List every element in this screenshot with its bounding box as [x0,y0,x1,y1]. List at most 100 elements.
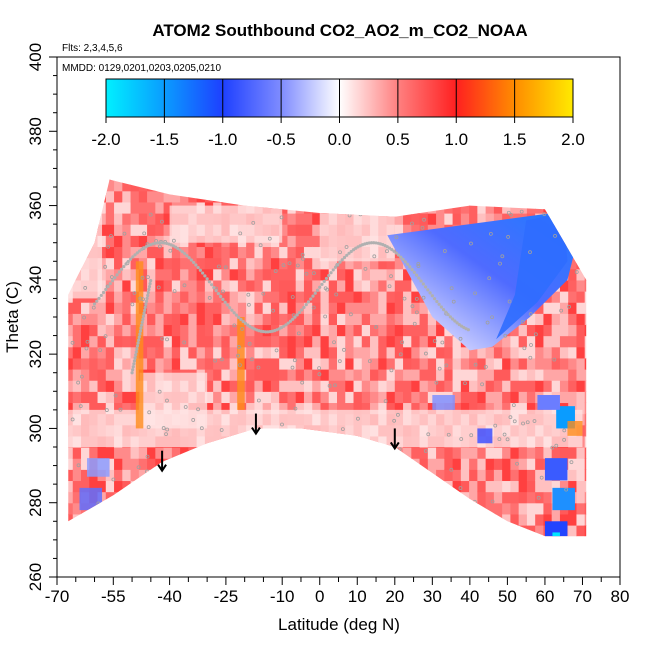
field-cell [196,246,206,259]
field-cell [477,513,487,526]
field-cell [171,268,181,281]
field-patch [552,532,560,537]
sample-point [130,302,135,307]
field-cell [394,369,404,381]
field-cell [576,346,586,359]
field-cell [353,279,363,292]
sample-point [124,262,128,266]
field-cell [254,279,264,292]
sample-point [178,248,182,252]
field-cell [221,447,231,459]
field-cell [81,190,90,203]
field-cell [122,179,132,192]
field-cell [188,525,198,537]
field-cell [370,257,379,270]
arrow-head [389,441,400,451]
sample-point [130,371,134,375]
field-cell [477,480,487,493]
field-cell [403,525,412,537]
field-cell [254,513,264,526]
sample-point [146,425,151,429]
field-cell [427,491,437,504]
field-cell [147,335,156,348]
field-cell [576,513,586,526]
field-cell [72,302,82,314]
field-cell [386,458,396,470]
field-cell [312,480,322,493]
field-cell [204,335,214,348]
field-cell [353,291,363,303]
field-cell [419,335,429,348]
field-cell [72,469,82,482]
field-cell [68,224,74,236]
field-cell [378,179,388,181]
field-cell [295,224,305,236]
field-cell [361,458,371,470]
field-cell [279,447,289,459]
field-cell [270,435,280,448]
sample-point [267,236,272,241]
field-cell [551,190,561,203]
field-cell [303,513,313,526]
field-cell [551,201,561,214]
field-cell [295,458,305,470]
field-cell [68,458,74,470]
sample-point [515,461,519,466]
field-cell [221,391,231,404]
field-cell [336,480,346,493]
field-cell [287,268,297,281]
field-cell [336,279,346,292]
field-cell [485,469,495,482]
x-axis-label: Latitude (deg N) [278,615,400,634]
field-cell [361,402,371,415]
field-cell [155,179,165,181]
field-cell [147,246,156,259]
field-cell [254,380,264,392]
field-cell [171,502,181,515]
field-cell [237,257,247,270]
sample-point [446,312,450,317]
field-cell [444,190,454,203]
field-cell [444,513,454,526]
field-cell [287,391,297,404]
sample-point [392,249,396,253]
field-cell [518,491,528,504]
field-cell [213,324,222,337]
field-cell [130,190,140,203]
field-cell [394,190,404,203]
field-cell [584,201,587,214]
field-cell [246,469,256,482]
field-cell [386,302,396,314]
field-cell [386,201,396,214]
field-cell [303,491,313,504]
field-cell [403,179,412,192]
field-cell [155,268,165,281]
field-cell [188,502,198,515]
colorbar: -2.0 -1.5 -1.0 -0.5 0.0 0.5 1.0 1.5 2.0 [91,78,585,149]
field-cell [378,346,388,359]
field-cell [163,324,173,337]
field-cell [361,335,371,348]
field-cell [196,502,206,515]
field-cell [477,525,487,537]
field-cell [213,525,222,537]
field-cell [130,380,140,392]
field-cell [270,357,280,370]
field-cell [213,291,222,303]
sample-point [347,251,351,255]
field-cell [403,480,412,493]
field-cell [460,480,470,493]
sample-point [337,359,342,364]
field-cell [312,357,322,370]
field-cell [180,525,189,537]
sample-point [571,215,576,220]
field-cell [295,190,305,203]
field-cell [535,179,545,192]
field-cell [287,257,297,270]
field-cell [419,357,429,370]
field-cell [254,391,264,404]
field-cell [279,313,289,326]
field-cell [576,458,586,470]
field-cell [411,224,421,236]
field-cell [81,335,90,348]
